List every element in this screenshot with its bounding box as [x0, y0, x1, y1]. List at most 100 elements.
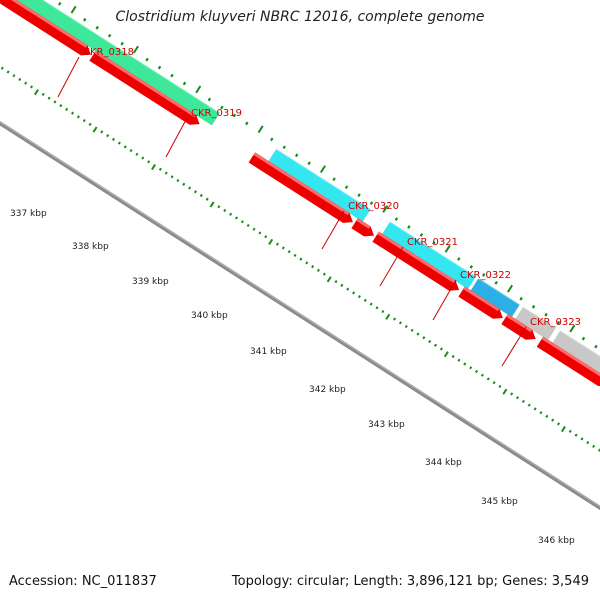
scale-tick — [41, 92, 45, 97]
band-tick — [469, 265, 473, 269]
scale-tick — [123, 145, 127, 149]
band-tick — [319, 165, 326, 174]
scale-tick — [586, 441, 590, 445]
scale-tick — [568, 429, 572, 433]
band-tick — [332, 177, 336, 182]
band-tick — [107, 33, 112, 38]
band-tick — [494, 280, 498, 285]
band-tick — [307, 161, 311, 166]
scale-tick — [498, 384, 502, 389]
scale-tick — [111, 137, 116, 141]
band-tick — [444, 244, 451, 253]
scale-tick — [557, 422, 561, 426]
scale-tick — [527, 403, 531, 407]
tick-band — [58, 1, 598, 349]
scale-tick — [275, 242, 279, 246]
gene-label-ckr-0319: CKR_0319 — [191, 108, 242, 119]
scale-tick — [71, 111, 75, 115]
gene-arrow-ckr-0321a — [351, 218, 375, 237]
scale-tick — [65, 107, 69, 111]
scale-ruler: 337 kbp 338 kbp 339 kbp 340 kbp 341 kbp 342 k… — [0, 66, 600, 546]
scale-tick — [59, 104, 63, 108]
scale-tick — [141, 156, 145, 160]
band-segment-ckr-0321 — [382, 221, 477, 290]
scale-tick — [299, 257, 303, 261]
band-tick — [195, 85, 202, 94]
scale-tick — [560, 426, 566, 433]
scale-tick — [92, 126, 98, 133]
scale-tick — [422, 336, 426, 340]
scale-tick — [164, 171, 168, 175]
band-tick — [245, 121, 249, 126]
scale-label: 345 kbp — [481, 497, 518, 507]
scale-tick — [293, 253, 297, 258]
band-tick — [132, 45, 139, 54]
band-tick — [120, 41, 124, 46]
band-tick — [157, 65, 162, 70]
scale-label: 342 kbp — [309, 385, 346, 395]
scale-tick — [30, 85, 34, 89]
scale-label: 340 kbp — [191, 311, 228, 321]
scale-tick — [205, 197, 209, 201]
scale-tick — [369, 302, 373, 306]
scale-tick — [76, 115, 80, 119]
scale-tick — [352, 291, 356, 295]
scale-tick — [316, 268, 320, 272]
scale-tick — [480, 373, 484, 377]
scale-tick — [209, 201, 215, 208]
scale-tick — [100, 130, 104, 134]
band-tick — [507, 284, 513, 293]
gene-labels: CKR_0318 CKR_0319 CKR_0320 CKR_0321 CKR_0322… — [57, 47, 581, 367]
scale-tick — [240, 220, 244, 224]
scale-tick — [129, 148, 133, 153]
gene-leader-line — [57, 56, 80, 98]
band-tick — [581, 336, 586, 341]
scale-tick — [385, 313, 391, 320]
scale-tick — [463, 362, 467, 366]
scale-tick — [410, 328, 414, 332]
band-tick — [569, 324, 576, 333]
gene-arrow-ckr-0322 — [458, 286, 503, 319]
scale-tick — [53, 100, 57, 104]
scale-tick — [33, 89, 39, 96]
band-tick — [95, 25, 99, 30]
gene-arrow-ckr-0323 — [501, 314, 536, 340]
band-segment-ckr-0321-edge — [389, 220, 477, 278]
scale-tick — [287, 250, 291, 254]
gene-arrow-next-shade — [541, 336, 600, 377]
band-tick — [282, 145, 286, 150]
map-title: Clostridium kluyveri NBRC 12016, complet… — [115, 9, 485, 25]
band-tick — [70, 5, 77, 14]
gene-leader-line — [165, 117, 188, 158]
scale-tick — [375, 306, 379, 310]
scale-tick — [158, 167, 162, 171]
scale-tick — [234, 216, 238, 220]
band-tick — [294, 153, 299, 158]
scale-tick — [434, 343, 438, 347]
scale-tick — [170, 175, 174, 179]
scale-tick — [264, 235, 268, 239]
scale-tick — [18, 77, 22, 82]
band-segment-ckr-0322-edge — [478, 277, 521, 306]
scale-tick — [381, 309, 385, 314]
topology-text: Topology: circular; Length: 3,896,121 bp… — [231, 574, 589, 589]
scale-tick — [258, 231, 262, 235]
scale-tick — [334, 280, 338, 284]
band-tick — [220, 105, 224, 110]
band-tick — [407, 225, 411, 229]
scale-tick — [592, 444, 596, 448]
gene-arrow-ckr-0319 — [89, 50, 200, 125]
scale-label: 346 kbp — [538, 536, 575, 546]
scale-tick — [357, 295, 361, 299]
scale-tick — [12, 74, 16, 78]
gene-arrow-ckr-0318 — [0, 0, 91, 56]
scale-tick — [268, 238, 274, 245]
band-tick — [394, 217, 399, 221]
scale-tick — [24, 81, 28, 85]
band-tick — [145, 57, 149, 62]
scale-tick — [443, 351, 449, 358]
scale-tick — [151, 163, 157, 171]
gene-arrow-ckr-0321-shade — [377, 231, 456, 284]
scale-tick — [363, 298, 367, 302]
